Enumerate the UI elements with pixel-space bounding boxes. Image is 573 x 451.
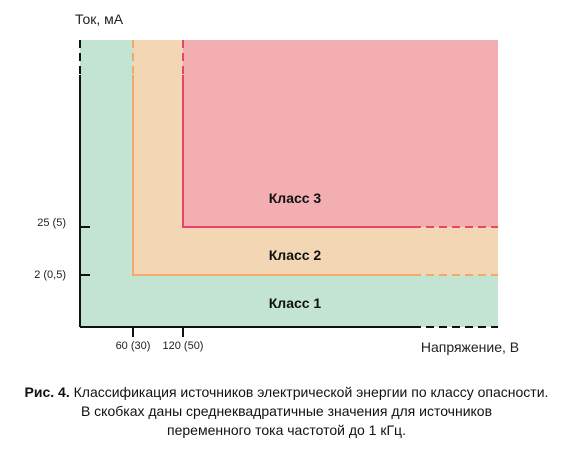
caption-text: В скобках даны среднеквадратичные значен… (80, 403, 493, 419)
x-axis-title: Напряжение, В (421, 339, 519, 355)
x-tick-label: 60 (30) (116, 340, 151, 352)
x-tick-label: 120 (50) (163, 340, 204, 352)
class-2-border (132, 40, 498, 276)
axes (79, 40, 498, 337)
caption-text: переменного тока частотой до 1 кГц. (167, 422, 406, 438)
region-label: Класс 1 (269, 295, 322, 311)
caption-text: Классификация источников электрической э… (73, 384, 549, 400)
caption-line: Рис. 4. Классификация источников электри… (0, 384, 573, 400)
diagram: Ток, мА Напряжение, В 25 (5) 2 (0,5) 60 … (34, 11, 519, 355)
y-tick-label: 2 (0,5) (34, 269, 66, 281)
y-tick-label: 25 (5) (37, 217, 66, 229)
region-class-3 (183, 40, 498, 227)
y-axis-title: Ток, мА (75, 11, 124, 27)
caption-label: Рис. 4. (24, 384, 70, 400)
region-label: Класс 2 (269, 247, 322, 263)
class-3-border (182, 40, 498, 228)
region-label: Класс 3 (269, 190, 322, 206)
